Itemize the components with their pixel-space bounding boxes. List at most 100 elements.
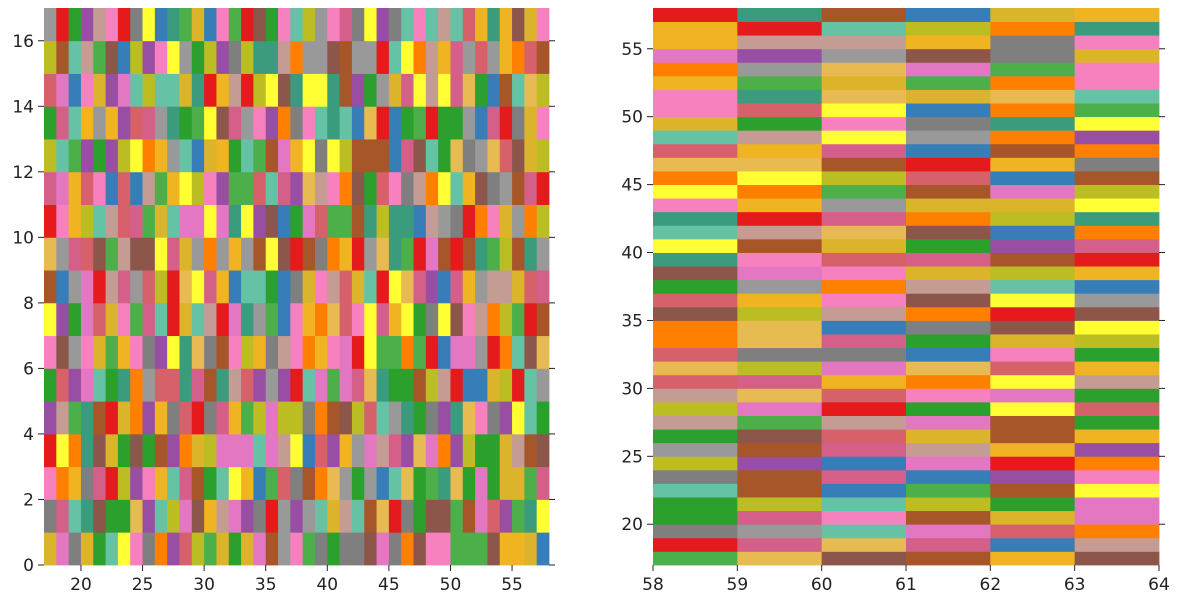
heatmap-cell xyxy=(512,532,525,566)
y-tick-label: 45 xyxy=(621,176,643,196)
heatmap-cell xyxy=(167,237,180,271)
heatmap-cell xyxy=(413,40,427,74)
heatmap-cell xyxy=(653,415,738,430)
heatmap-cell xyxy=(339,204,353,238)
heatmap-cell xyxy=(117,433,131,468)
y-tick-label: 25 xyxy=(621,447,643,467)
heatmap-cell xyxy=(821,266,907,281)
heatmap-cell xyxy=(290,73,304,107)
heatmap-cell xyxy=(906,551,991,566)
heatmap-cell xyxy=(438,368,451,402)
heatmap-cell xyxy=(117,401,131,435)
heatmap-cell xyxy=(302,204,316,238)
heatmap-cell xyxy=(351,204,365,238)
heatmap-cell xyxy=(290,368,304,402)
heatmap-cell xyxy=(1074,320,1160,335)
heatmap-cell xyxy=(290,466,304,500)
heatmap-cell xyxy=(44,106,57,140)
heatmap-cell xyxy=(44,335,57,369)
heatmap-cell xyxy=(653,497,738,512)
heatmap-cell xyxy=(388,40,402,74)
heatmap-cell xyxy=(376,270,390,304)
heatmap-cell xyxy=(56,8,70,42)
heatmap-cell xyxy=(821,401,907,416)
heatmap-cell xyxy=(105,270,119,304)
heatmap-cell xyxy=(351,335,365,369)
heatmap-cell xyxy=(737,21,823,36)
heatmap-cell xyxy=(388,171,402,205)
heatmap-cell xyxy=(821,429,907,444)
heatmap-cell xyxy=(314,466,328,500)
heatmap-cell xyxy=(241,368,254,402)
heatmap-cell xyxy=(80,302,94,337)
heatmap-cell xyxy=(105,204,119,238)
heatmap-cell xyxy=(44,302,57,337)
heatmap-cell xyxy=(290,106,304,140)
heatmap-cell xyxy=(142,40,156,74)
heatmap-cell xyxy=(278,204,291,238)
y-tick-label: 40 xyxy=(621,244,643,264)
heatmap-cell xyxy=(191,499,205,533)
heatmap-cell xyxy=(524,73,538,107)
heatmap-cell xyxy=(216,106,230,140)
heatmap-cell xyxy=(990,35,1076,50)
heatmap-cell xyxy=(376,433,390,468)
heatmap-cell xyxy=(314,433,328,468)
heatmap-cell xyxy=(241,270,254,304)
heatmap-cell xyxy=(290,40,304,74)
heatmap-cell xyxy=(204,171,217,205)
heatmap-cell xyxy=(204,40,217,74)
heatmap-cell xyxy=(512,302,525,337)
heatmap-cell xyxy=(56,139,70,173)
heatmap-cell xyxy=(228,8,242,42)
heatmap-cell xyxy=(821,361,907,376)
heatmap-cell xyxy=(339,335,353,369)
heatmap-cell xyxy=(93,171,106,205)
heatmap-cell xyxy=(990,510,1076,525)
heatmap-cell xyxy=(450,532,464,566)
heatmap-cell xyxy=(167,270,180,304)
heatmap-cell xyxy=(253,433,267,468)
heatmap-cell xyxy=(339,302,353,337)
heatmap-cell xyxy=(524,368,538,402)
heatmap-cell xyxy=(216,237,230,271)
heatmap-cell xyxy=(376,8,390,42)
heatmap-cell xyxy=(191,368,205,402)
heatmap-cell xyxy=(44,270,57,304)
heatmap-cell xyxy=(821,334,907,349)
heatmap-cell xyxy=(653,130,738,145)
heatmap-cell xyxy=(990,171,1076,186)
heatmap-cell xyxy=(737,524,823,539)
heatmap-cell xyxy=(737,62,823,77)
heatmap-cell xyxy=(536,171,550,205)
heatmap-cell xyxy=(117,8,131,42)
heatmap-cell xyxy=(487,139,501,173)
heatmap-cell xyxy=(142,466,156,500)
heatmap-cell xyxy=(216,171,230,205)
heatmap-cell xyxy=(278,499,291,533)
heatmap-cell xyxy=(142,368,156,402)
heatmap-cell xyxy=(906,130,991,145)
heatmap-cell xyxy=(339,40,353,74)
heatmap-cell xyxy=(487,499,501,533)
heatmap-cell xyxy=(653,374,738,389)
heatmap-cell xyxy=(80,106,94,140)
heatmap-cell xyxy=(475,433,488,468)
heatmap-cell xyxy=(93,40,106,74)
heatmap-cell xyxy=(1074,157,1160,172)
heatmap-cell xyxy=(438,499,451,533)
heatmap-cell xyxy=(179,302,193,337)
heatmap-cell xyxy=(524,8,538,42)
heatmap-cell xyxy=(1074,483,1160,498)
heatmap-cell xyxy=(191,433,205,468)
heatmap-cell xyxy=(512,401,525,435)
heatmap-cell xyxy=(821,89,907,104)
heatmap-cell xyxy=(475,204,488,238)
heatmap-cell xyxy=(278,171,291,205)
heatmap-cell xyxy=(241,499,254,533)
heatmap-cell xyxy=(314,106,328,140)
heatmap-cell xyxy=(821,374,907,389)
heatmap-cell xyxy=(499,40,513,74)
heatmap-cell xyxy=(80,40,94,74)
